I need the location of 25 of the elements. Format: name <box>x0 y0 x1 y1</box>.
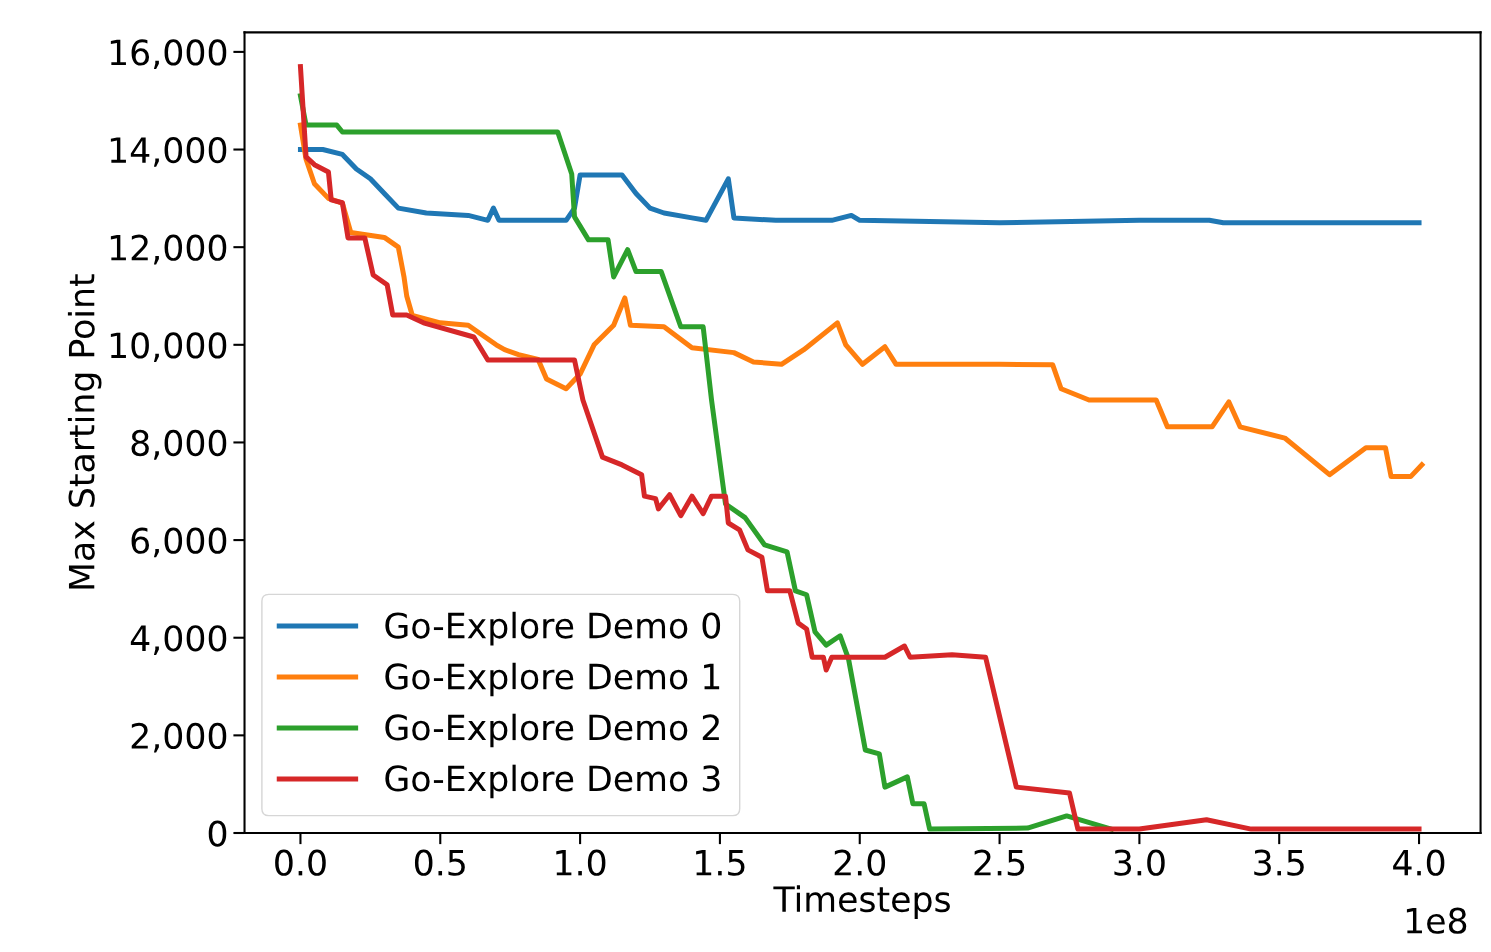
legend-label: Go-Explore Demo 3 <box>385 764 720 799</box>
y-tick-label: 10,000 <box>110 332 227 363</box>
x-tick-label: 2.0 <box>834 849 886 876</box>
x-tick-label: 0.0 <box>275 849 326 876</box>
x-tick-label: 1.0 <box>556 849 606 876</box>
x-tick-label: 0.5 <box>414 849 465 876</box>
text: 1e8 <box>1406 907 1467 934</box>
y-axis-title: Max Starting Point <box>67 274 102 589</box>
y-tick-label: 16,000 <box>110 39 227 70</box>
x-tick-label: 3.0 <box>1114 849 1165 876</box>
x-tick-label: 1.5 <box>696 850 745 876</box>
y-tick-label: 0 <box>208 820 227 847</box>
x-axis-title: Timesteps <box>773 885 950 919</box>
y-tick-label: 12,000 <box>110 234 227 265</box>
y-tick-label: 2,000 <box>131 722 227 753</box>
y-tick-label: 4,000 <box>130 625 227 655</box>
x-tick-label: 4.0 <box>1393 849 1445 876</box>
legend-label: Go-Explore Demo 2 <box>385 713 719 748</box>
y-tick-label: 8,000 <box>131 429 227 460</box>
legend-label: Go-Explore Demo 0 <box>385 611 721 646</box>
y-tick-label: 14,000 <box>110 136 227 167</box>
legend-label: Go-Explore Demo 1 <box>385 662 720 697</box>
y-tick-label: 6,000 <box>131 527 227 558</box>
x-tick-label: 2.5 <box>974 849 1025 876</box>
x-tick-label: 3.5 <box>1254 849 1304 876</box>
